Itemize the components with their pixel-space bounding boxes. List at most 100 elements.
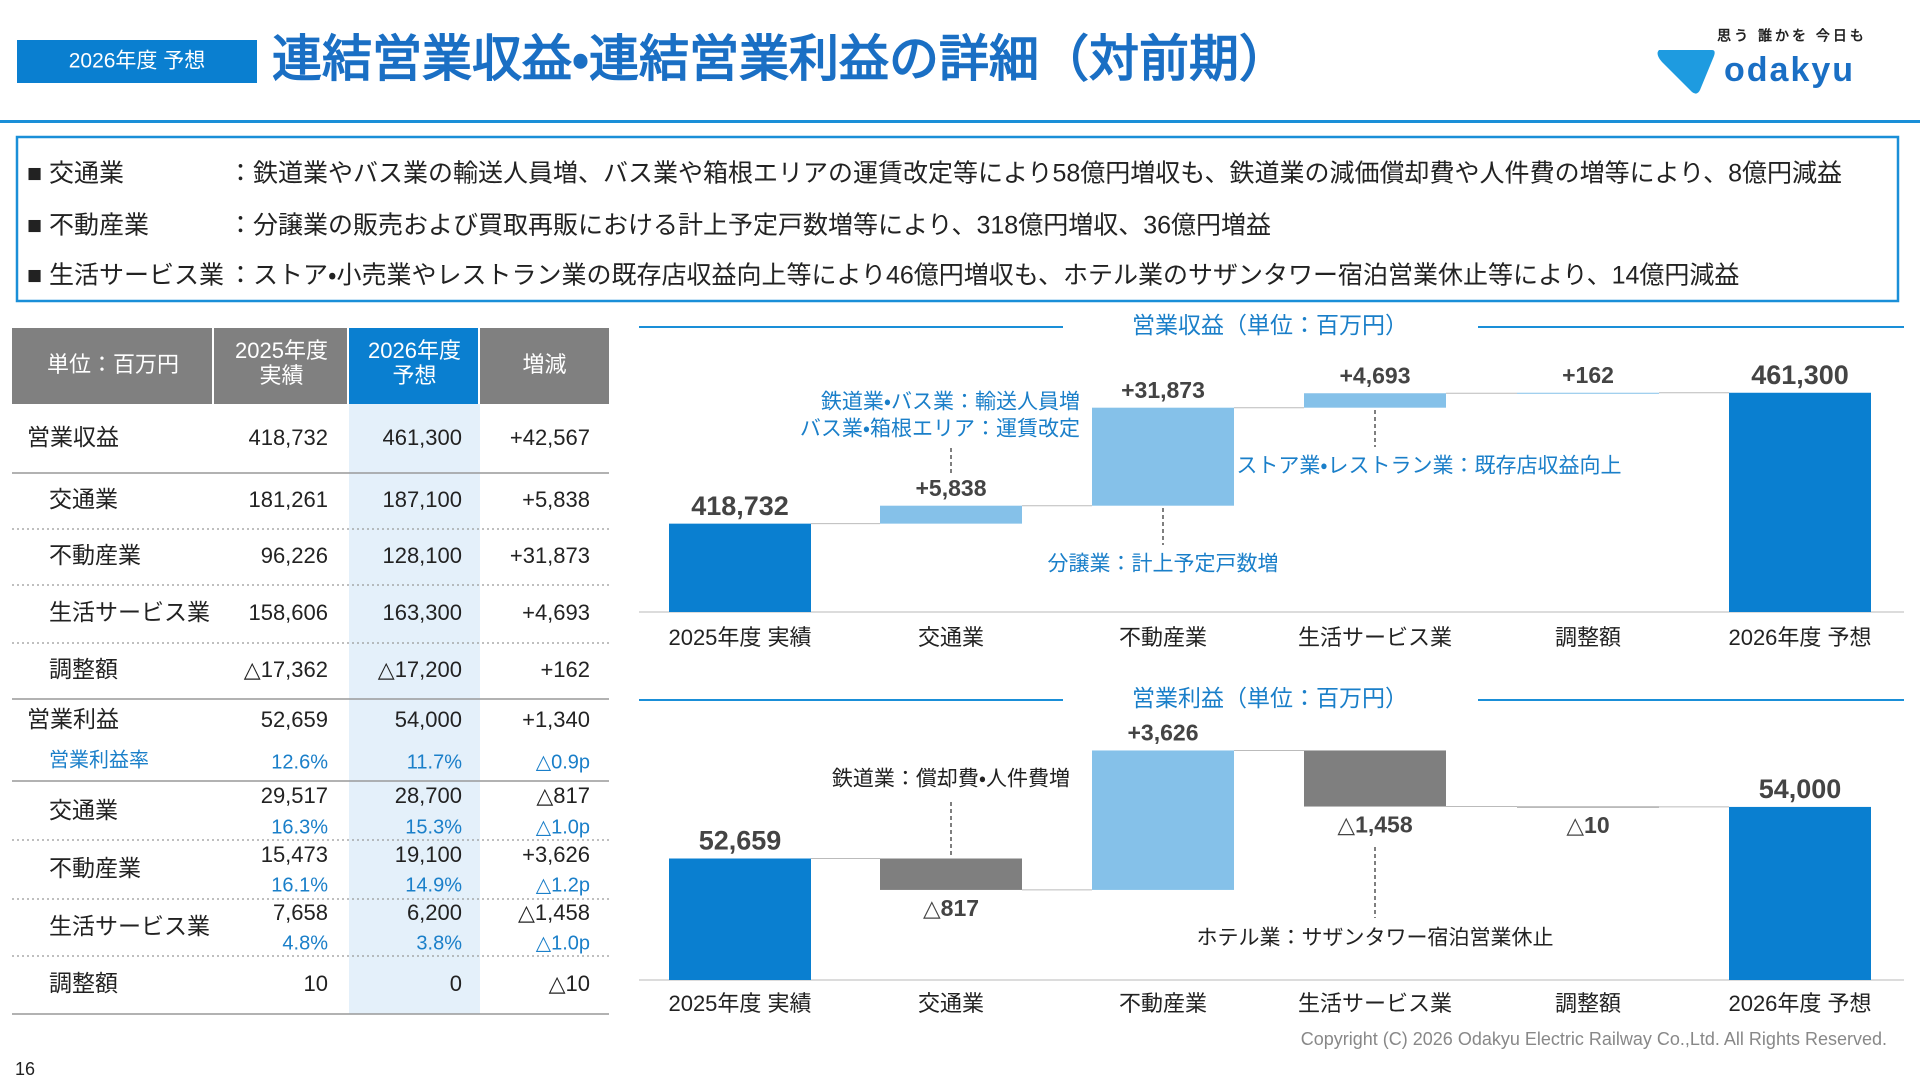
annotation: バス業・箱根エリア：運賃改定 (800, 418, 1080, 441)
header-text: 増減 (522, 352, 566, 377)
logo-mark (1657, 50, 1715, 94)
category-label: 調整額 (1555, 625, 1621, 650)
value-label: 54,000 (1759, 774, 1842, 804)
row-label: 営業利益 (27, 706, 119, 732)
cell-value: 7,658 (273, 900, 328, 925)
cell-value: △17,200 (378, 657, 462, 682)
row-label: 生活サービス業 (49, 599, 210, 625)
cell-value: △10 (549, 971, 590, 996)
value-label: 418,732 (691, 491, 789, 521)
header-cell (480, 328, 609, 404)
cell-value: 128,100 (382, 543, 462, 568)
value-label: +3,626 (1128, 720, 1199, 746)
cell-value: 461,300 (382, 425, 462, 450)
note-text: ：ストア・小売業やレストラン業の既存店収益向上等により46億円増収も、ホテル業の… (228, 262, 1739, 290)
cell-value: 28,700 (395, 783, 462, 808)
value-label: +162 (1562, 362, 1614, 388)
annotation: 鉄道業：償却費・人件費増 (832, 768, 1070, 791)
category-label: 調整額 (1555, 991, 1621, 1016)
note-label: ■ 不動産業 (27, 212, 149, 240)
value-label: △10 (1566, 812, 1609, 838)
row-label: 不動産業 (49, 542, 141, 568)
cell-value: +31,873 (510, 543, 590, 568)
highlight-column (349, 404, 480, 1014)
copyright: Copyright (C) 2026 Odakyu Electric Railw… (1301, 1029, 1887, 1049)
value-label: △1,458 (1337, 812, 1412, 838)
annotation: ホテル業：サザンタワー宿泊営業休止 (1197, 927, 1554, 950)
bar (1729, 392, 1871, 612)
annotation: 分譲業：計上予定戸数増 (1048, 553, 1279, 576)
cell-rate: 16.3% (271, 816, 328, 838)
cell-value: △1,458 (518, 900, 590, 925)
category-label: 不動産業 (1119, 991, 1207, 1016)
row-label: 調整額 (49, 656, 118, 682)
cell-value: +162 (540, 657, 590, 682)
cell-value: +3,626 (522, 842, 590, 867)
cell-value: 181,261 (248, 487, 328, 512)
bar (669, 523, 811, 612)
header-text: 2026年度 (368, 338, 461, 363)
cell-value: 0 (450, 971, 462, 996)
bar (1517, 806, 1659, 808)
cell-rate: 3.8% (416, 932, 462, 954)
cell-value: 11.7% (407, 751, 462, 773)
logo-tagline: 思う 誰かを 今日も (1717, 28, 1867, 44)
category-label: 生活サービス業 (1298, 625, 1452, 650)
cell-value: 54,000 (395, 707, 462, 732)
cell-value: 158,606 (248, 600, 328, 625)
cell-value: △17,362 (244, 657, 328, 682)
value-label: 52,659 (699, 826, 782, 856)
annotation: ストア業・レストラン業：既存店収益向上 (1236, 455, 1621, 478)
cell-value: 15,473 (261, 842, 328, 867)
cell-value: △0.9p (536, 751, 590, 773)
badge: 2026年度 予想 (69, 50, 206, 73)
cell-value: +42,567 (510, 425, 590, 450)
value-label: 461,300 (1751, 360, 1849, 390)
cell-value: 6,200 (407, 900, 462, 925)
cell-rate: 4.8% (282, 932, 328, 954)
chart-title: 営業利益（単位：百万円） (1132, 685, 1408, 711)
cell-value: +4,693 (522, 600, 590, 625)
category-label: 交通業 (918, 625, 984, 650)
header-cell (214, 328, 347, 404)
notes-box (15, 135, 1900, 303)
bar (669, 858, 811, 980)
cell-rate: △1.0p (536, 816, 590, 838)
category-label: 2026年度 予想 (1728, 625, 1871, 650)
value-label: +5,838 (916, 475, 987, 501)
category-label: 2026年度 予想 (1728, 991, 1871, 1016)
row-label: 調整額 (49, 970, 118, 996)
value-label: △817 (923, 895, 979, 921)
cell-rate: 15.3% (405, 816, 462, 838)
cell-value: 418,732 (248, 425, 328, 450)
content: ■ 交通業 ：鉄道業やバス業の輸送人員増、バス業や箱根エリアの運賃改定等により58… (12, 160, 1904, 1016)
cell-value: 187,100 (382, 487, 462, 512)
value-label: +31,873 (1121, 377, 1205, 403)
cell-value: 12.6% (271, 751, 328, 773)
header-text: 単位：百万円 (47, 352, 179, 377)
value-label: +4,693 (1340, 362, 1411, 388)
note-text: ：分譲業の販売および買取再販における計上予定戸数増等により、318億円増収、36… (228, 212, 1271, 240)
cell-value: +1,340 (522, 707, 590, 732)
cell-value: 10 (304, 971, 328, 996)
title: 連結営業収益・連結営業利益の詳細（対前期） (272, 31, 1289, 87)
note-text: ：鉄道業やバス業の輸送人員増、バス業や箱根エリアの運賃改定等により58億円増収も… (228, 160, 1842, 188)
cell-rate: 16.1% (271, 874, 328, 896)
header-text: 予想 (392, 363, 436, 388)
category-label: 生活サービス業 (1298, 991, 1452, 1016)
bar (1304, 750, 1446, 807)
cell-value: 52,659 (261, 707, 328, 732)
bar (1092, 750, 1234, 890)
row-label: 交通業 (49, 486, 118, 512)
row-label: 交通業 (49, 797, 118, 823)
bar (1092, 407, 1234, 506)
annotation: 鉄道業・バス業：輸送人員増 (821, 391, 1080, 414)
bar (1517, 392, 1659, 394)
cell-value: 96,226 (261, 543, 328, 568)
row-label: 営業利益率 (49, 748, 149, 771)
cell-rate: △1.2p (536, 874, 590, 896)
cell-rate: △1.0p (536, 932, 590, 954)
cell-value: 19,100 (395, 842, 462, 867)
badge-bg (17, 40, 257, 83)
